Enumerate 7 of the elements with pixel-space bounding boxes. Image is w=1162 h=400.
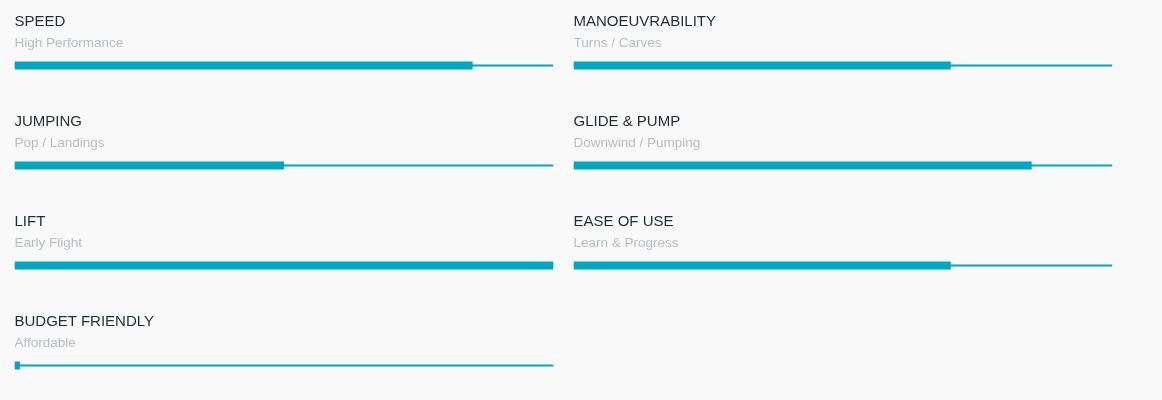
y-tick-label: MANOEUVRABILITY Turns / Carves	[573, 12, 717, 50]
y-tick-label: JUMPING Pop / Landings	[14, 112, 105, 150]
y-tick-label: GLIDE & PUMP Downwind / Pumping	[573, 112, 701, 150]
y-tick-label: SPEED High Performance	[14, 12, 124, 50]
y-tick-label: EASE OF USE Learn & Progress	[573, 212, 679, 250]
y-tick-label: BUDGET FRIENDLY Affordable	[14, 312, 154, 350]
y-tick-label: LIFT Early Flight	[14, 212, 83, 250]
